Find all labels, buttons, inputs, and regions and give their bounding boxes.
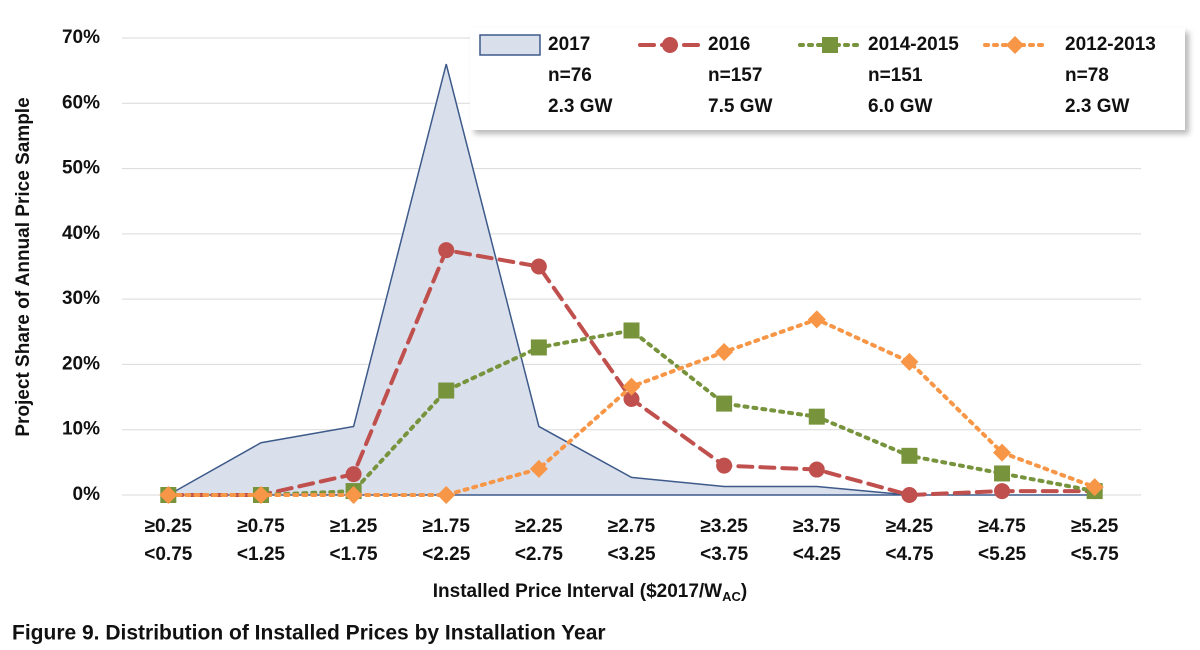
x-tick-label: ≥1.75 — [423, 516, 471, 537]
x-tick-label: <2.75 — [515, 544, 564, 565]
y-tick-label: 10% — [62, 419, 100, 440]
legend-marker — [662, 37, 678, 53]
x-tick-label: ≥5.25 — [1071, 516, 1119, 537]
legend-capacity: 2.3 GW — [548, 96, 612, 117]
x-tick-label: ≥4.25 — [886, 516, 934, 537]
legend-capacity: 7.5 GW — [708, 96, 772, 117]
marker — [529, 459, 548, 478]
marker — [993, 443, 1012, 462]
x-axis-label-suffix: ) — [741, 581, 747, 602]
marker — [251, 486, 270, 504]
line — [166, 328, 1097, 497]
x-tick-label: ≥0.75 — [237, 516, 285, 537]
x-tick-label: <3.75 — [700, 544, 749, 565]
marker — [808, 408, 825, 425]
legend: 2017 n=76 2.3 GW 2016 n=157 7.5 GW 2014-2015 n=… — [470, 28, 1185, 130]
marker — [1085, 478, 1104, 497]
chart-title: Figure 9. Distribution of Installed Pric… — [12, 622, 606, 645]
marker — [438, 382, 455, 399]
y-tick-label: 60% — [62, 92, 100, 113]
x-tick-label: <5.25 — [978, 544, 1027, 565]
legend-marker — [1006, 36, 1024, 54]
marker — [530, 339, 547, 356]
x-tick-label: <2.25 — [422, 544, 471, 565]
y-tick-label: 20% — [62, 353, 100, 374]
marker — [901, 447, 918, 464]
legend-n: n=151 — [868, 65, 923, 86]
x-tick-label: ≥3.75 — [793, 516, 841, 537]
marker — [530, 258, 547, 275]
marker — [716, 457, 733, 474]
x-tick-label: <0.75 — [144, 544, 193, 565]
marker — [808, 461, 825, 478]
marker — [715, 343, 734, 362]
marker — [437, 486, 456, 504]
x-tick-label: ≥1.25 — [330, 516, 378, 537]
marker — [438, 242, 455, 259]
x-tick-label: <1.25 — [237, 544, 286, 565]
marker — [900, 352, 919, 371]
x-tick-label: <4.75 — [885, 544, 934, 565]
x-tick-label: <1.75 — [330, 544, 379, 565]
x-tick-label: ≥2.75 — [608, 516, 656, 537]
legend-label: 2012-2013 — [1065, 34, 1156, 55]
legend-label: 2016 — [708, 34, 750, 55]
marker — [716, 395, 733, 412]
legend-n: n=78 — [1065, 65, 1109, 86]
legend-capacity: 6.0 GW — [868, 96, 932, 117]
marker — [994, 483, 1011, 500]
x-tick-label: ≥3.25 — [700, 516, 748, 537]
x-tick-label: ≥4.75 — [978, 516, 1026, 537]
marker — [344, 486, 363, 504]
legend-label: 2014-2015 — [868, 34, 959, 55]
marker — [623, 391, 640, 408]
legend-capacity: 2.3 GW — [1065, 96, 1129, 117]
y-tick-label: 50% — [62, 158, 100, 179]
marker — [623, 322, 640, 339]
marker — [994, 465, 1011, 482]
x-axis-label-subscript: AC — [722, 589, 741, 604]
x-tick-label: <4.25 — [793, 544, 842, 565]
x-tick-label: <3.25 — [607, 544, 656, 565]
area — [165, 63, 1095, 496]
marker — [901, 487, 918, 503]
legend-swatch — [479, 34, 541, 56]
x-tick-label: ≥2.25 — [515, 516, 563, 537]
y-tick-label: 30% — [62, 288, 100, 309]
y-axis-label: Project Share of Annual Price Sample — [13, 97, 34, 436]
y-tick-label: 0% — [73, 484, 101, 505]
y-tick-label: 70% — [62, 27, 100, 48]
y-tick-label: 40% — [62, 223, 100, 244]
legend-marker — [822, 37, 838, 53]
x-axis-label-main: Installed Price Interval ($2017/W — [433, 581, 722, 602]
legend-n: n=157 — [708, 65, 762, 86]
x-axis-label: Installed Price Interval ($2017/WAC) — [433, 581, 747, 604]
x-tick-label: <5.75 — [1071, 544, 1120, 565]
marker — [807, 310, 826, 329]
legend-n: n=76 — [548, 65, 592, 86]
marker — [622, 377, 641, 396]
marker — [345, 466, 362, 483]
marker — [159, 486, 178, 504]
legend-label: 2017 — [548, 34, 590, 55]
x-tick-label: ≥0.25 — [145, 516, 193, 537]
